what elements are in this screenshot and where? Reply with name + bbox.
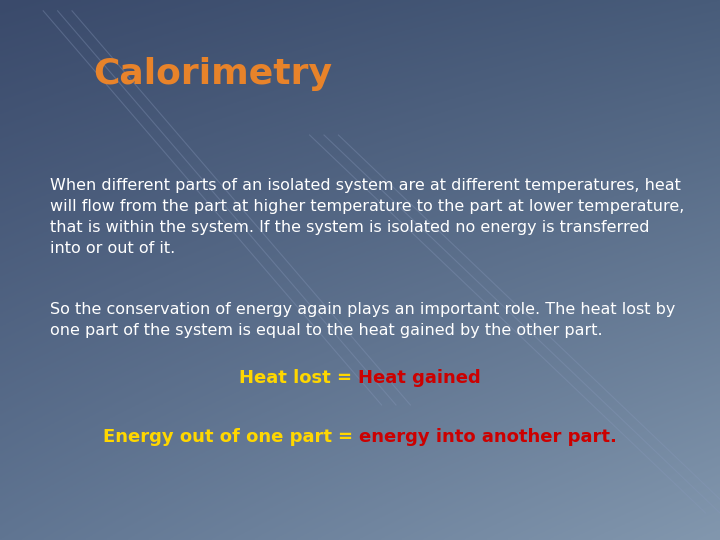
Text: energy into another part.: energy into another part.: [359, 428, 617, 447]
Text: =: =: [338, 428, 359, 447]
Text: Energy out of one part: Energy out of one part: [103, 428, 338, 447]
Text: Heat lost: Heat lost: [239, 369, 337, 387]
Text: Heat gained: Heat gained: [359, 369, 481, 387]
Text: Calorimetry: Calorimetry: [94, 57, 333, 91]
Text: So the conservation of energy again plays an important role. The heat lost by
on: So the conservation of energy again play…: [50, 302, 676, 339]
Text: =: =: [337, 369, 359, 387]
Text: When different parts of an isolated system are at different temperatures, heat
w: When different parts of an isolated syst…: [50, 178, 685, 256]
